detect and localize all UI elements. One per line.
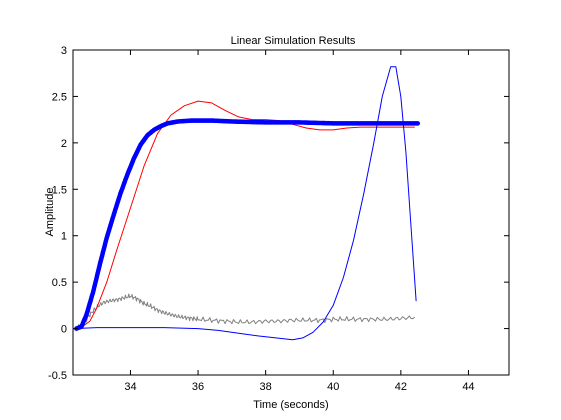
x-tick-label: 38 [260, 381, 272, 393]
y-tick-label: 0 [61, 324, 67, 336]
y-tick-label: 2.5 [52, 91, 67, 103]
y-tick-label: 3 [61, 45, 67, 57]
y-tick-label: 1 [61, 231, 67, 243]
plot-area [72, 49, 510, 376]
series-line-1 [72, 100, 415, 330]
x-axis-label: Time (seconds) [253, 399, 328, 411]
series-layer [72, 66, 421, 341]
y-tick-label: -0.5 [48, 370, 67, 382]
x-tick-label: 40 [327, 381, 339, 393]
y-axis-label: Amplitude [44, 188, 56, 237]
y-tick-label: 1.5 [52, 184, 67, 196]
y-tick-label: 0.5 [52, 277, 67, 289]
x-tick-label: 44 [462, 381, 474, 393]
x-tick-label: 36 [192, 381, 204, 393]
series-marker [415, 121, 421, 126]
chart-title: Linear Simulation Results [231, 35, 356, 47]
series-line-0 [75, 293, 415, 331]
ticks-layer: 34 36 38 40 42 44 -0.5 0 0.5 1 1.5 2 2.5 3 [48, 45, 509, 393]
y-tick-label: 2 [61, 138, 67, 150]
series-line-2 [72, 66, 417, 341]
x-tick-label: 42 [395, 381, 407, 393]
x-tick-label: 34 [124, 381, 136, 393]
